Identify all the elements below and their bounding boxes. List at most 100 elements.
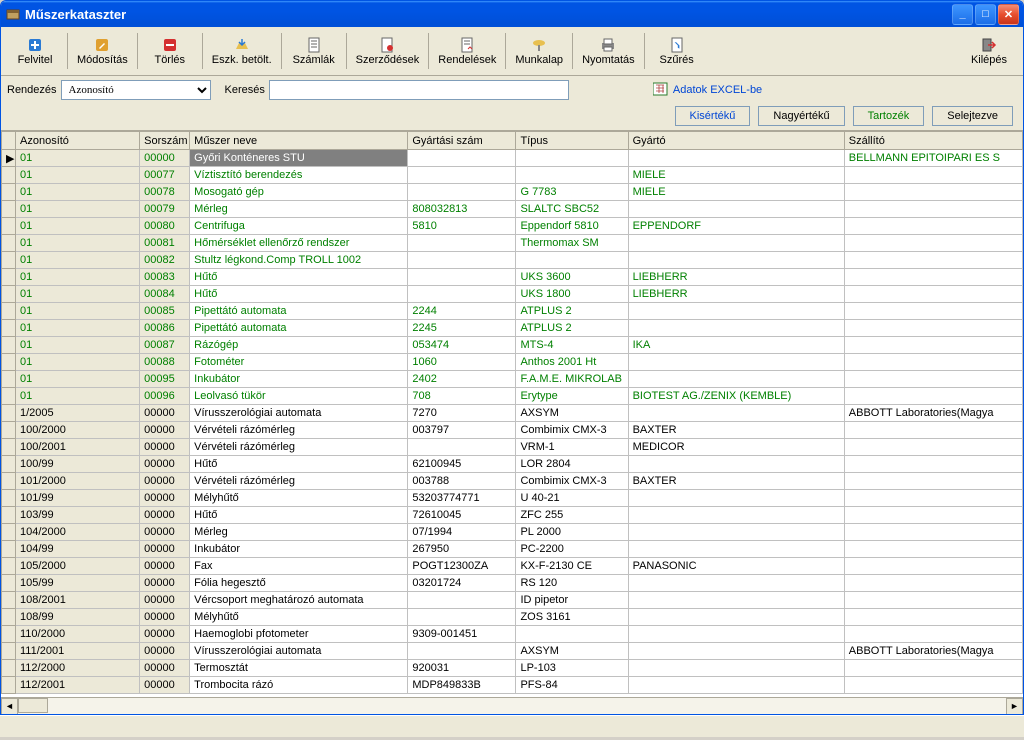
cell[interactable]: 00000 xyxy=(140,541,190,558)
cell[interactable] xyxy=(844,218,1022,235)
cell[interactable] xyxy=(844,286,1022,303)
cell[interactable]: 100/2001 xyxy=(16,439,140,456)
table-row[interactable]: ▶0100000Győri Konténeres STUBELLMANN EPI… xyxy=(2,150,1023,167)
table-row[interactable]: 0100081Hőmérséklet ellenőrző rendszerThe… xyxy=(2,235,1023,252)
cell[interactable]: 108/2001 xyxy=(16,592,140,609)
cell[interactable]: 00000 xyxy=(140,524,190,541)
cell[interactable] xyxy=(628,677,844,694)
cell[interactable]: 00000 xyxy=(140,439,190,456)
cell[interactable]: Hűtő xyxy=(190,507,408,524)
tartozek-button[interactable]: Tartozék xyxy=(853,106,925,126)
cell[interactable]: BELLMANN EPITOIPARI ES S xyxy=(844,150,1022,167)
cell[interactable]: ID pipetor xyxy=(516,592,628,609)
cell[interactable]: 01 xyxy=(16,354,140,371)
cell[interactable]: Vírusszerológiai automata xyxy=(190,643,408,660)
cell[interactable]: Combimix CMX-3 xyxy=(516,422,628,439)
table-row[interactable]: 0100078Mosogató gépG 7783MIELE xyxy=(2,184,1023,201)
cell[interactable] xyxy=(844,201,1022,218)
cell[interactable]: Mélyhűtő xyxy=(190,609,408,626)
scroll-track[interactable] xyxy=(18,698,1006,715)
cell[interactable]: Fólia hegesztő xyxy=(190,575,408,592)
cell[interactable]: IKA xyxy=(628,337,844,354)
szerzodesek-button[interactable]: Szerződések xyxy=(349,29,427,73)
cell[interactable]: Erytype xyxy=(516,388,628,405)
cell[interactable] xyxy=(844,660,1022,677)
cell[interactable]: Mélyhűtő xyxy=(190,490,408,507)
cell[interactable]: UKS 3600 xyxy=(516,269,628,286)
cell[interactable]: 2402 xyxy=(408,371,516,388)
cell[interactable]: 01 xyxy=(16,303,140,320)
cell[interactable] xyxy=(408,184,516,201)
munkalap-button[interactable]: Munkalap xyxy=(508,29,570,73)
table-row[interactable]: 0100079Mérleg808032813SLALTC SBC52 xyxy=(2,201,1023,218)
cell[interactable]: MIELE xyxy=(628,167,844,184)
cell[interactable] xyxy=(844,235,1022,252)
cell[interactable]: 00000 xyxy=(140,456,190,473)
column-header[interactable] xyxy=(2,132,16,150)
table-row[interactable]: 105/200000000FaxPOGT12300ZAKX-F-2130 CEP… xyxy=(2,558,1023,575)
cell[interactable]: Termosztát xyxy=(190,660,408,677)
scroll-left-button[interactable]: ◄ xyxy=(1,698,18,715)
cell[interactable]: 00000 xyxy=(140,626,190,643)
cell[interactable]: Mérleg xyxy=(190,201,408,218)
cell[interactable]: 00000 xyxy=(140,660,190,677)
cell[interactable] xyxy=(844,167,1022,184)
cell[interactable]: Thermomax SM xyxy=(516,235,628,252)
cell[interactable]: Inkubátor xyxy=(190,541,408,558)
cell[interactable]: 01 xyxy=(16,337,140,354)
cell[interactable]: G 7783 xyxy=(516,184,628,201)
cell[interactable] xyxy=(628,507,844,524)
cell[interactable]: ABBOTT Laboratories(Magya xyxy=(844,405,1022,422)
cell[interactable]: Hűtő xyxy=(190,456,408,473)
cell[interactable]: 1060 xyxy=(408,354,516,371)
cell[interactable] xyxy=(408,150,516,167)
table-row[interactable]: 110/200000000Haemoglobi pfotometer9309-0… xyxy=(2,626,1023,643)
cell[interactable] xyxy=(844,507,1022,524)
cell[interactable]: 00000 xyxy=(140,507,190,524)
cell[interactable]: 00000 xyxy=(140,558,190,575)
cell[interactable]: 110/2000 xyxy=(16,626,140,643)
cell[interactable] xyxy=(516,167,628,184)
cell[interactable]: 00000 xyxy=(140,405,190,422)
cell[interactable] xyxy=(628,609,844,626)
cell[interactable]: LIEBHERR xyxy=(628,286,844,303)
cell[interactable]: LOR 2804 xyxy=(516,456,628,473)
cell[interactable]: 100/99 xyxy=(16,456,140,473)
cell[interactable]: 01 xyxy=(16,252,140,269)
cell[interactable]: Hőmérséklet ellenőrző rendszer xyxy=(190,235,408,252)
cell[interactable]: Inkubátor xyxy=(190,371,408,388)
cell[interactable]: 2245 xyxy=(408,320,516,337)
cell[interactable] xyxy=(628,626,844,643)
cell[interactable]: PANASONIC xyxy=(628,558,844,575)
cell[interactable] xyxy=(844,626,1022,643)
cell[interactable] xyxy=(628,524,844,541)
cell[interactable]: 808032813 xyxy=(408,201,516,218)
search-input[interactable] xyxy=(269,80,569,100)
table-row[interactable]: 101/200000000Vérvételi rázómérleg003788C… xyxy=(2,473,1023,490)
cell[interactable]: 112/2000 xyxy=(16,660,140,677)
cell[interactable]: 01 xyxy=(16,218,140,235)
cell[interactable] xyxy=(408,235,516,252)
cell[interactable] xyxy=(844,184,1022,201)
cell[interactable]: 00086 xyxy=(140,320,190,337)
szamlak-button[interactable]: Számlák xyxy=(284,29,344,73)
cell[interactable]: 7270 xyxy=(408,405,516,422)
table-row[interactable]: 0100082Stultz légkond.Comp TROLL 1002 xyxy=(2,252,1023,269)
rendelesek-button[interactable]: Rendelések xyxy=(431,29,503,73)
szures-button[interactable]: Szűrés xyxy=(647,29,707,73)
cell[interactable]: BAXTER xyxy=(628,473,844,490)
cell[interactable] xyxy=(516,252,628,269)
cell[interactable]: 00088 xyxy=(140,354,190,371)
cell[interactable]: 103/99 xyxy=(16,507,140,524)
cell[interactable]: 00096 xyxy=(140,388,190,405)
cell[interactable]: 01 xyxy=(16,371,140,388)
cell[interactable] xyxy=(408,609,516,626)
cell[interactable] xyxy=(844,354,1022,371)
cell[interactable]: Hűtő xyxy=(190,269,408,286)
cell[interactable] xyxy=(628,660,844,677)
cell[interactable]: 104/2000 xyxy=(16,524,140,541)
cell[interactable]: LP-103 xyxy=(516,660,628,677)
table-row[interactable]: 0100085Pipettátó automata2244ATPLUS 2 xyxy=(2,303,1023,320)
cell[interactable]: 00087 xyxy=(140,337,190,354)
cell[interactable]: 00000 xyxy=(140,609,190,626)
